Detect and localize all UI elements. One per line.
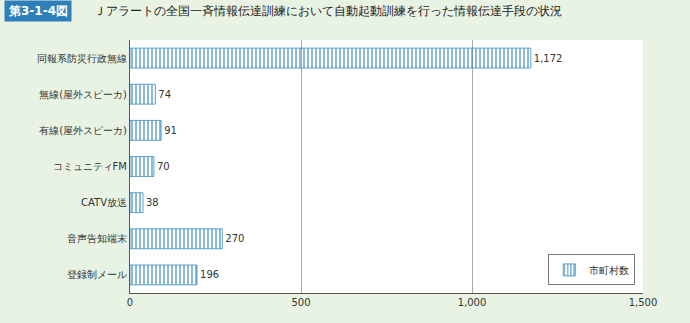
svg-text:1,172: 1,172 — [534, 53, 563, 64]
svg-text:コミュニティFM: コミュニティFM — [53, 161, 127, 172]
svg-text:有線(屋外スピーカ): 有線(屋外スピーカ) — [39, 125, 127, 136]
svg-text:500: 500 — [291, 297, 310, 308]
svg-text:登録制メール: 登録制メール — [67, 269, 127, 280]
svg-text:1,000: 1,000 — [458, 297, 487, 308]
svg-text:市町村数: 市町村数 — [589, 265, 629, 276]
svg-text:無線(屋外スピーカ): 無線(屋外スピーカ) — [39, 89, 127, 100]
svg-text:同報系防災行政無線: 同報系防災行政無線 — [37, 53, 127, 64]
svg-text:38: 38 — [146, 197, 159, 208]
svg-text:音声告知端末: 音声告知端末 — [67, 233, 127, 244]
svg-text:74: 74 — [158, 89, 171, 100]
svg-text:Ｊアラートの全国一斉情報伝達訓練において自動起動訓練を行った: Ｊアラートの全国一斉情報伝達訓練において自動起動訓練を行った情報伝達手段の状況 — [94, 4, 562, 18]
svg-text:196: 196 — [200, 269, 219, 280]
svg-text:CATV放送: CATV放送 — [81, 197, 127, 208]
svg-text:70: 70 — [157, 161, 170, 172]
svg-text:91: 91 — [164, 125, 177, 136]
svg-text:1,500: 1,500 — [629, 297, 658, 308]
svg-text:0: 0 — [127, 297, 133, 308]
svg-text:第3-1-4図: 第3-1-4図 — [8, 4, 68, 18]
svg-text:270: 270 — [225, 233, 244, 244]
